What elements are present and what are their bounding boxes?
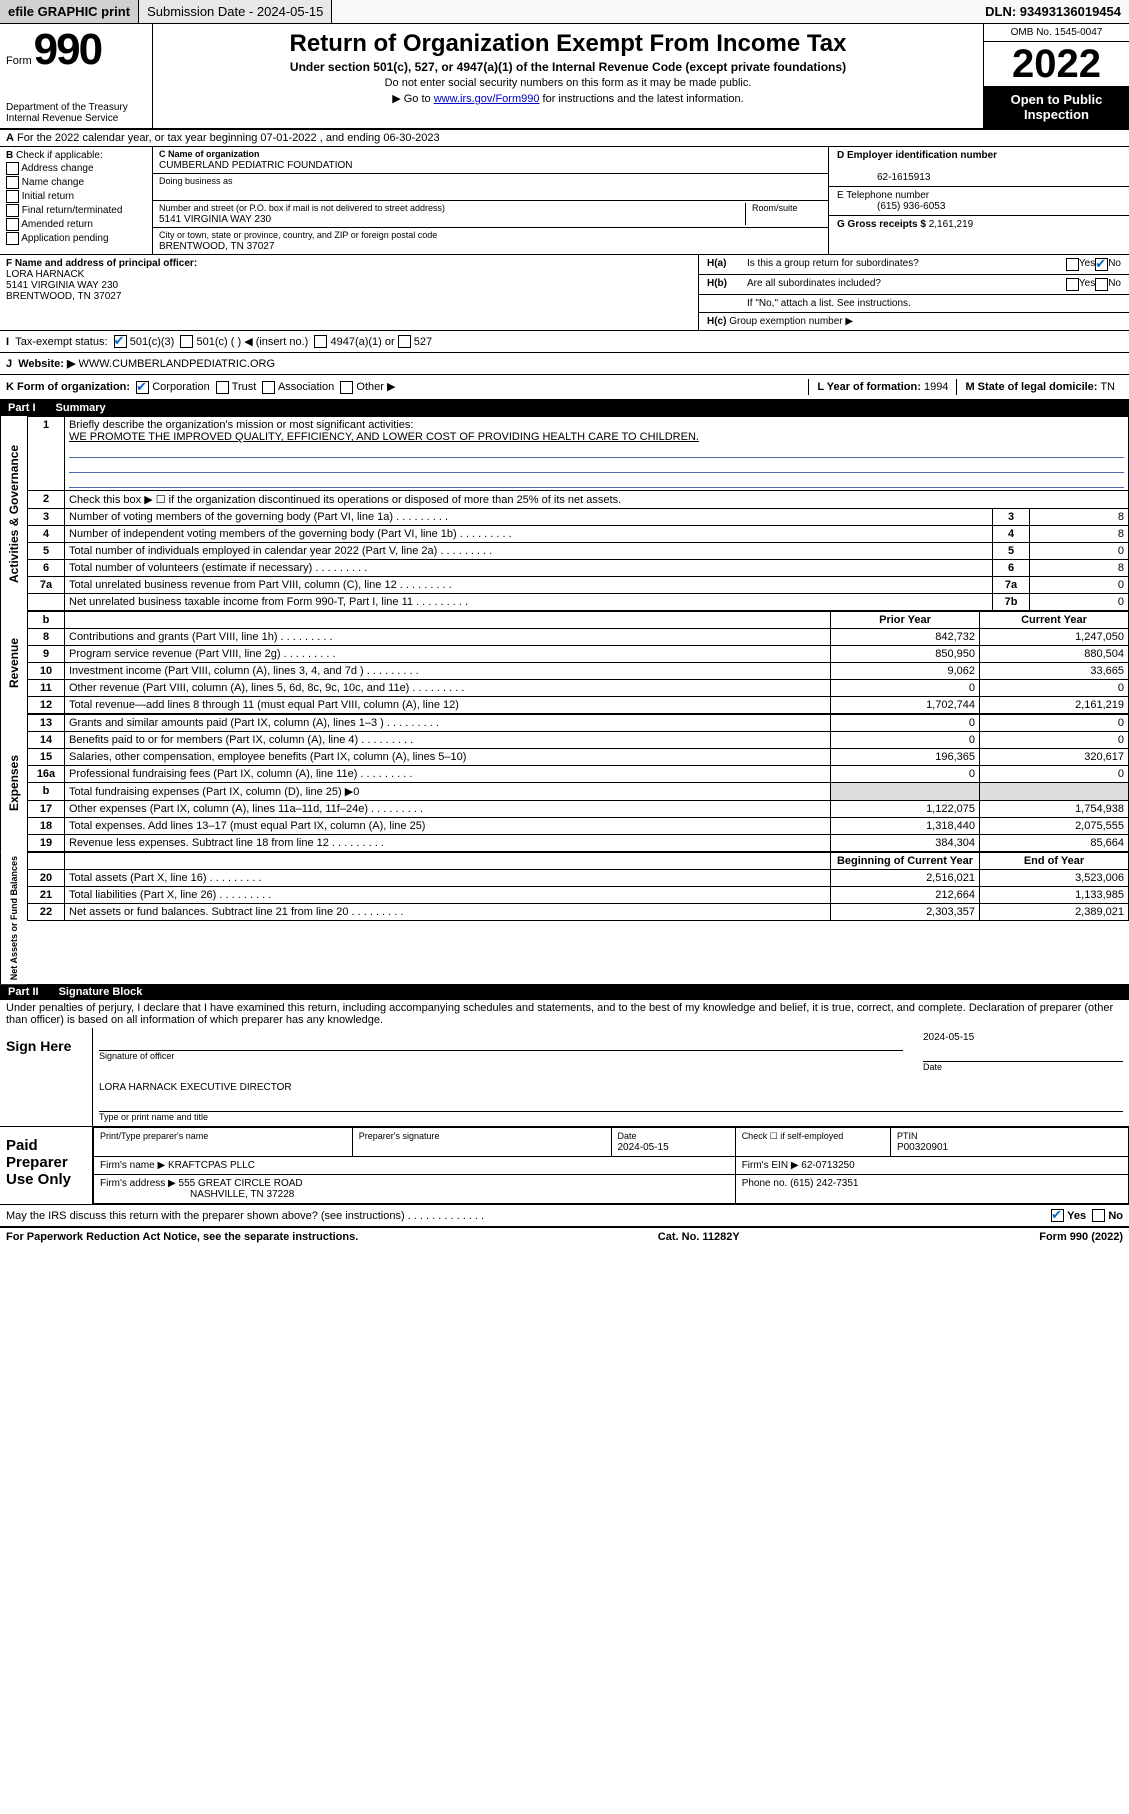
discuss-yes[interactable]	[1051, 1209, 1064, 1222]
box-f: F Name and address of principal officer:…	[0, 255, 698, 330]
ha-no[interactable]	[1095, 258, 1108, 271]
box-i: I Tax-exempt status: 501(c)(3) 501(c) ( …	[0, 331, 1129, 353]
box-b: B Check if applicable: Address change Na…	[0, 147, 153, 254]
vlabel-governance: Activities & Governance	[0, 416, 27, 611]
chk-amended[interactable]	[6, 218, 19, 231]
officer-sig: Signature of officer 2024-05-15Date LORA…	[93, 1028, 1129, 1126]
footer-mid: Cat. No. 11282Y	[658, 1231, 740, 1243]
mission-text: WE PROMOTE THE IMPROVED QUALITY, EFFICIE…	[69, 431, 699, 443]
form-title: Return of Organization Exempt From Incom…	[161, 30, 975, 58]
netassets-table: Beginning of Current YearEnd of Year 20T…	[27, 852, 1129, 921]
chk-assoc[interactable]	[262, 381, 275, 394]
vlabel-netassets: Net Assets or Fund Balances	[0, 852, 27, 984]
part1-revenue: Revenue bPrior YearCurrent Year 8Contrib…	[0, 611, 1129, 714]
vlabel-revenue: Revenue	[0, 611, 27, 714]
part1-expenses: Expenses 13Grants and similar amounts pa…	[0, 714, 1129, 852]
form-word: Form	[6, 55, 32, 67]
chk-addr-change[interactable]	[6, 162, 19, 175]
form-number: 990	[34, 28, 101, 72]
chk-corp[interactable]	[136, 381, 149, 394]
expenses-table: 13Grants and similar amounts paid (Part …	[27, 714, 1129, 852]
top-bar: efile GRAPHIC print Submission Date - 20…	[0, 0, 1129, 24]
page-footer: For Paperwork Reduction Act Notice, see …	[0, 1227, 1129, 1246]
ein: 62-1615913	[837, 172, 930, 183]
header-left: Form 990 Department of the Treasury Inte…	[0, 24, 153, 128]
part1-header: Part I Summary	[0, 400, 1129, 416]
footer-left: For Paperwork Reduction Act Notice, see …	[6, 1231, 358, 1243]
chk-501c[interactable]	[180, 335, 193, 348]
chk-527[interactable]	[398, 335, 411, 348]
part1-governance: Activities & Governance 1 Briefly descri…	[0, 416, 1129, 611]
chk-final[interactable]	[6, 204, 19, 217]
website: WWW.CUMBERLANDPEDIATRIC.ORG	[78, 358, 275, 370]
header-info-row: B Check if applicable: Address change Na…	[0, 147, 1129, 255]
may-irs-row: May the IRS discuss this return with the…	[0, 1205, 1129, 1227]
sign-here-label: Sign Here	[0, 1028, 93, 1126]
row-f-h: F Name and address of principal officer:…	[0, 255, 1129, 331]
paid-preparer-label: Paid Preparer Use Only	[0, 1127, 93, 1204]
hb-yes[interactable]	[1066, 278, 1079, 291]
org-name: CUMBERLAND PEDIATRIC FOUNDATION	[159, 160, 353, 171]
box-j: J Website: ▶ WWW.CUMBERLANDPEDIATRIC.ORG	[0, 353, 1129, 375]
line-a: A For the 2022 calendar year, or tax yea…	[0, 130, 1129, 147]
revenue-table: bPrior YearCurrent Year 8Contributions a…	[27, 611, 1129, 714]
sign-here-row: Sign Here Signature of officer 2024-05-1…	[0, 1028, 1129, 1127]
irs-label: Internal Revenue Service	[6, 113, 146, 124]
omb-number: OMB No. 1545-0047	[984, 24, 1129, 42]
box-h: H(a) Is this a group return for subordin…	[698, 255, 1129, 330]
part1-netassets: Net Assets or Fund Balances Beginning of…	[0, 852, 1129, 984]
chk-initial[interactable]	[6, 190, 19, 203]
tax-year: 2022	[984, 42, 1129, 86]
gross-receipts: 2,161,219	[929, 219, 974, 230]
phone: (615) 936-6053	[837, 201, 945, 212]
dept-treasury: Department of the Treasury	[6, 102, 146, 113]
chk-4947[interactable]	[314, 335, 327, 348]
dln-label: DLN: 93493136019454	[977, 0, 1129, 23]
note-ssn: Do not enter social security numbers on …	[161, 77, 975, 89]
part2-header: Part II Signature Block	[0, 984, 1129, 1000]
org-addr: 5141 VIRGINIA WAY 230	[159, 214, 271, 225]
org-city: BRENTWOOD, TN 37027	[159, 241, 274, 252]
efile-label[interactable]: efile GRAPHIC print	[0, 0, 139, 23]
irs-link[interactable]: www.irs.gov/Form990	[434, 93, 540, 105]
chk-501c3[interactable]	[114, 335, 127, 348]
open-public: Open to Public Inspection	[984, 86, 1129, 128]
chk-trust[interactable]	[216, 381, 229, 394]
box-d-e-g: D Employer identification number62-16159…	[828, 147, 1129, 254]
discuss-no[interactable]	[1092, 1209, 1105, 1222]
header-right: OMB No. 1545-0047 2022 Open to Public In…	[983, 24, 1129, 128]
vlabel-expenses: Expenses	[0, 714, 27, 852]
chk-name-change[interactable]	[6, 176, 19, 189]
declaration: Under penalties of perjury, I declare th…	[0, 1000, 1129, 1028]
preparer-table: Print/Type preparer's name Preparer's si…	[93, 1127, 1129, 1204]
chk-other[interactable]	[340, 381, 353, 394]
chk-application-pending[interactable]	[6, 232, 19, 245]
footer-right: Form 990 (2022)	[1039, 1231, 1123, 1243]
note-goto: Go to www.irs.gov/Form990 for instructio…	[161, 92, 975, 105]
form-subtitle: Under section 501(c), 527, or 4947(a)(1)…	[161, 60, 975, 74]
box-c: C Name of organizationCUMBERLAND PEDIATR…	[153, 147, 828, 254]
form-header: Form 990 Department of the Treasury Inte…	[0, 24, 1129, 130]
ha-yes[interactable]	[1066, 258, 1079, 271]
submission-date: Submission Date - 2024-05-15	[139, 0, 332, 23]
header-center: Return of Organization Exempt From Incom…	[153, 24, 983, 128]
hb-no[interactable]	[1095, 278, 1108, 291]
governance-table: 1 Briefly describe the organization's mi…	[27, 416, 1129, 611]
paid-preparer-row: Paid Preparer Use Only Print/Type prepar…	[0, 1127, 1129, 1205]
box-k-l-m: K Form of organization: Corporation Trus…	[0, 375, 1129, 400]
